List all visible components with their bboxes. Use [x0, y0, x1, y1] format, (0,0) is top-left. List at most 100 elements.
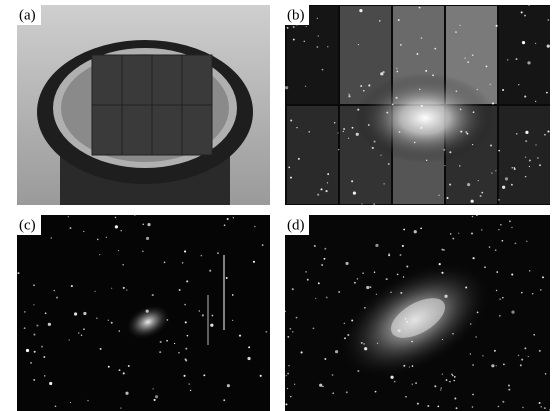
star [409, 366, 410, 367]
star [327, 173, 329, 175]
star [516, 133, 518, 135]
star [390, 376, 393, 379]
star [447, 197, 449, 199]
star [17, 272, 19, 274]
star [56, 297, 58, 299]
star [425, 70, 427, 72]
star [320, 188, 322, 190]
star [338, 291, 340, 293]
star [467, 61, 469, 63]
star [383, 183, 384, 184]
star [83, 231, 84, 232]
star [511, 167, 513, 169]
star [476, 89, 477, 90]
star [511, 274, 513, 276]
star [508, 384, 510, 386]
star [357, 278, 358, 279]
star [81, 334, 83, 336]
star [232, 294, 234, 296]
star [509, 220, 511, 222]
star [286, 375, 287, 376]
star [239, 335, 241, 337]
star [486, 65, 488, 67]
star [97, 239, 99, 241]
star [185, 348, 187, 350]
star [432, 74, 434, 76]
star [398, 329, 401, 332]
star [459, 25, 460, 26]
star [363, 90, 364, 91]
star [199, 310, 200, 311]
star [545, 373, 546, 374]
star [324, 358, 326, 360]
star [394, 381, 396, 383]
star [223, 399, 225, 401]
star [307, 279, 309, 281]
star [48, 323, 51, 326]
star [316, 46, 318, 48]
star [118, 250, 119, 251]
star [292, 288, 294, 290]
star [494, 350, 496, 352]
star [50, 237, 52, 239]
star [152, 388, 153, 389]
star [400, 292, 402, 294]
star [227, 218, 229, 220]
star [33, 379, 35, 381]
star [226, 277, 228, 279]
star [438, 194, 440, 196]
star [491, 172, 492, 173]
star [284, 311, 285, 312]
star [502, 186, 505, 189]
star [374, 272, 375, 273]
star [321, 264, 323, 266]
panel-label: (b) [287, 7, 305, 23]
star [528, 5, 529, 6]
star [465, 287, 467, 289]
star [452, 333, 453, 334]
star [480, 195, 482, 197]
panel-label: (d) [287, 217, 305, 233]
star [535, 43, 536, 44]
star [396, 68, 397, 69]
star [441, 272, 443, 274]
star [511, 311, 514, 314]
star [348, 94, 350, 96]
star [159, 351, 161, 353]
star [201, 255, 203, 257]
star [396, 71, 398, 73]
star [471, 200, 474, 203]
star [354, 282, 356, 284]
star [308, 131, 310, 133]
star [502, 297, 504, 299]
star [452, 375, 453, 376]
star [496, 365, 497, 366]
star [414, 142, 415, 143]
star [498, 406, 500, 408]
star [24, 311, 26, 313]
star [377, 343, 378, 344]
star [434, 48, 436, 50]
star [154, 399, 156, 401]
star [53, 290, 55, 292]
star [392, 104, 394, 106]
star [525, 140, 527, 142]
star [516, 58, 518, 60]
star [184, 250, 186, 252]
star [492, 102, 494, 104]
star [472, 364, 473, 365]
star [359, 9, 362, 12]
figure: (a) (b) (c) (d) [0, 0, 558, 411]
star [514, 167, 515, 168]
star [388, 163, 390, 165]
star [183, 375, 185, 377]
star [419, 7, 421, 9]
star [495, 170, 496, 171]
star [55, 405, 57, 407]
star [471, 232, 473, 234]
star [100, 348, 102, 350]
star [495, 249, 497, 251]
star [402, 245, 404, 247]
star [498, 199, 499, 200]
panel-a [17, 5, 270, 205]
